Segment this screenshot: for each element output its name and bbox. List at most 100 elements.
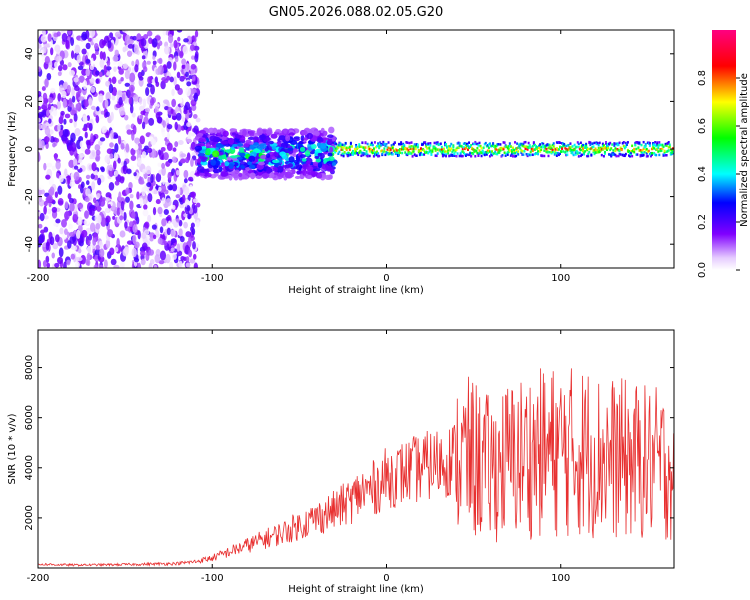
spectrogram-cell (249, 144, 255, 150)
spectrogram-cell (110, 111, 114, 122)
spectrogram-cell (150, 148, 157, 159)
spectrogram-cell (195, 117, 201, 123)
spectrogram-cell (229, 155, 238, 159)
spectrogram-cell (49, 186, 55, 196)
spectrogram-cell (597, 146, 600, 150)
spectrogram-cell (603, 152, 606, 155)
spectrogram-cell (344, 141, 347, 145)
spectrogram-cell (84, 210, 89, 219)
spectrogram-cell (170, 108, 174, 114)
spectrogram-cell (379, 144, 382, 148)
spectrogram-cell (669, 151, 672, 155)
spectrogram-cell (477, 154, 480, 158)
spectrogram-cell (555, 154, 558, 157)
spectrogram-cell (567, 144, 570, 147)
spectrogram-cell (646, 141, 649, 145)
spectrogram-cell (558, 152, 561, 155)
spectrogram-cell (126, 124, 131, 130)
spectrogram-cell (193, 92, 198, 102)
spectrogram-cell (53, 222, 59, 227)
spectrogram-cell (67, 62, 72, 68)
spectrogram-cell (220, 171, 229, 177)
spectrogram-cell (561, 147, 564, 150)
spectrogram-cell (70, 253, 76, 260)
spectrogram-cell (163, 209, 169, 216)
spectrogram-cell (374, 151, 377, 154)
spectrogram-cell (340, 145, 343, 149)
spectrogram-cell (99, 137, 106, 142)
spectrogram-cell (58, 247, 64, 258)
spectrogram-cell (55, 218, 61, 224)
spectrogram-cell (466, 144, 469, 147)
spectrogram-cell (552, 142, 555, 145)
spectrogram-cell (380, 144, 383, 147)
spectrogram-cell (385, 142, 388, 146)
spectrogram-cell (342, 153, 345, 156)
spectrogram-cell (190, 191, 197, 198)
spectrogram-cell (539, 149, 542, 153)
spectrogram-cell (411, 148, 414, 151)
spectrogram-cell (54, 153, 58, 161)
spectrogram-cell (463, 153, 466, 156)
spectrogram-cell (553, 147, 556, 151)
spectrogram-cell (496, 152, 499, 156)
spectrogram-cell (459, 144, 462, 148)
spectrogram-cell (340, 153, 343, 157)
spectrogram-cell (152, 37, 158, 48)
spectrogram-cell (419, 152, 422, 155)
spectrogram-cell (641, 151, 644, 155)
spectrogram-cell (613, 153, 616, 156)
spectrogram-cell (609, 141, 612, 145)
spectrogram-cell (472, 142, 475, 146)
spectrogram-cell (85, 188, 91, 197)
spectrogram-cell (90, 86, 96, 93)
spectrogram-cell (494, 144, 497, 148)
snr-y-label: SNR (10 * v/v) (7, 413, 18, 484)
spectrogram-cell (546, 151, 549, 154)
spectrogram-cell (363, 148, 366, 151)
spectrogram-cell (386, 148, 389, 151)
spectrogram-cell (489, 150, 492, 154)
spectrogram-cell (365, 152, 368, 156)
spectrogram-cell (504, 145, 507, 148)
spectrogram-cell (119, 176, 125, 184)
spectrogram-cell (154, 103, 160, 108)
spectrogram-cell (95, 70, 100, 76)
spectrogram-cell (266, 166, 272, 174)
spectrogram-cell (74, 127, 81, 137)
spectrogram-cell (78, 176, 82, 183)
spectrogram-cell (637, 142, 640, 145)
spectrogram-cell (672, 150, 674, 154)
spectrogram-cell (348, 148, 351, 151)
spectrogram-cell (376, 144, 379, 148)
spectrogram-cell (487, 149, 490, 153)
spectrogram-cell (657, 144, 660, 147)
spectrogram-cell (299, 154, 307, 159)
spectrogram-cell (450, 153, 453, 157)
spectrogram-cell (359, 150, 362, 153)
spectrogram-cell (639, 154, 642, 157)
spectrogram-cell (120, 142, 125, 150)
spectrogram-cell (639, 149, 642, 152)
y-tick-label: -20 (24, 188, 35, 204)
spectrogram-cell (538, 146, 541, 150)
spectrogram-cell (228, 163, 234, 170)
spectrogram-cell (99, 248, 105, 258)
spectrogram-cell (622, 144, 625, 148)
spectrogram-cell (261, 172, 270, 179)
spectrogram-cell (598, 141, 601, 145)
spectrogram-cell (579, 148, 582, 152)
spectrogram-cell (156, 42, 161, 50)
spectrogram-cell (583, 146, 586, 150)
spectrogram-cell (640, 143, 643, 147)
spectrogram-cell (335, 143, 338, 146)
spectrogram-cell (113, 134, 119, 139)
spectrogram-cell (484, 141, 487, 145)
spectrogram-cell (142, 209, 149, 217)
spectrogram-cell (58, 174, 64, 183)
spectrogram-cell (426, 143, 429, 146)
colorbar: 0.00.20.40.60.8 Normalized spectral ampl… (697, 30, 750, 278)
spectrogram-cell (556, 151, 559, 155)
spectrogram-cell (94, 144, 101, 151)
spectrogram-cell (93, 264, 98, 268)
